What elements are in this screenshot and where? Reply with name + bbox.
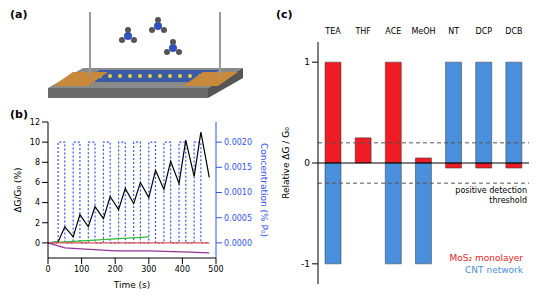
svg-text:Concentration (% P₀): Concentration (% P₀): [259, 143, 269, 237]
svg-text:ACE: ACE: [385, 27, 401, 36]
html-text:CNT network: CNT network: [465, 265, 523, 275]
svg-text:TEA: TEA: [324, 27, 341, 36]
svg-text:0.0015: 0.0015: [224, 163, 252, 172]
svg-text:200: 200: [108, 265, 123, 274]
svg-text:DCB: DCB: [505, 27, 522, 36]
svg-text:Relative ΔG / G₀: Relative ΔG / G₀: [281, 127, 291, 199]
html-text:(a): (a): [10, 8, 28, 21]
svg-text:MeOH: MeOH: [411, 27, 435, 36]
svg-text:THF: THF: [354, 27, 371, 36]
svg-text:4: 4: [35, 198, 40, 207]
svg-text:0: 0: [304, 158, 310, 168]
svg-text:6: 6: [35, 178, 40, 187]
svg-text:0.0005: 0.0005: [224, 214, 252, 223]
svg-text:0: 0: [45, 265, 50, 274]
svg-text:0.0020: 0.0020: [224, 138, 252, 147]
svg-text:500: 500: [208, 265, 223, 274]
svg-text:8: 8: [35, 158, 40, 167]
svg-text:0.0010: 0.0010: [224, 188, 252, 197]
svg-text:-1: -1: [301, 259, 310, 269]
html-text:MoS₂ monolayer: MoS₂ monolayer: [449, 253, 523, 263]
svg-text:300: 300: [141, 265, 156, 274]
svg-text:0: 0: [35, 239, 40, 248]
svg-text:ΔG/G₀ (%): ΔG/G₀ (%): [13, 167, 23, 212]
html-text:(c): (c): [276, 8, 293, 21]
svg-text:1: 1: [304, 57, 310, 67]
svg-text:Time (s): Time (s): [113, 280, 151, 290]
svg-text:2: 2: [35, 219, 40, 228]
svg-text:10: 10: [30, 138, 40, 147]
svg-text:12: 12: [30, 118, 40, 127]
svg-text:400: 400: [175, 265, 190, 274]
svg-text:100: 100: [74, 265, 89, 274]
svg-text:0.0000: 0.0000: [224, 239, 252, 248]
svg-text:NT: NT: [448, 27, 459, 36]
svg-text:DCP: DCP: [475, 27, 492, 36]
svg-text:positive detectionthreshold: positive detectionthreshold: [455, 186, 527, 205]
html-text:(b): (b): [10, 108, 28, 121]
